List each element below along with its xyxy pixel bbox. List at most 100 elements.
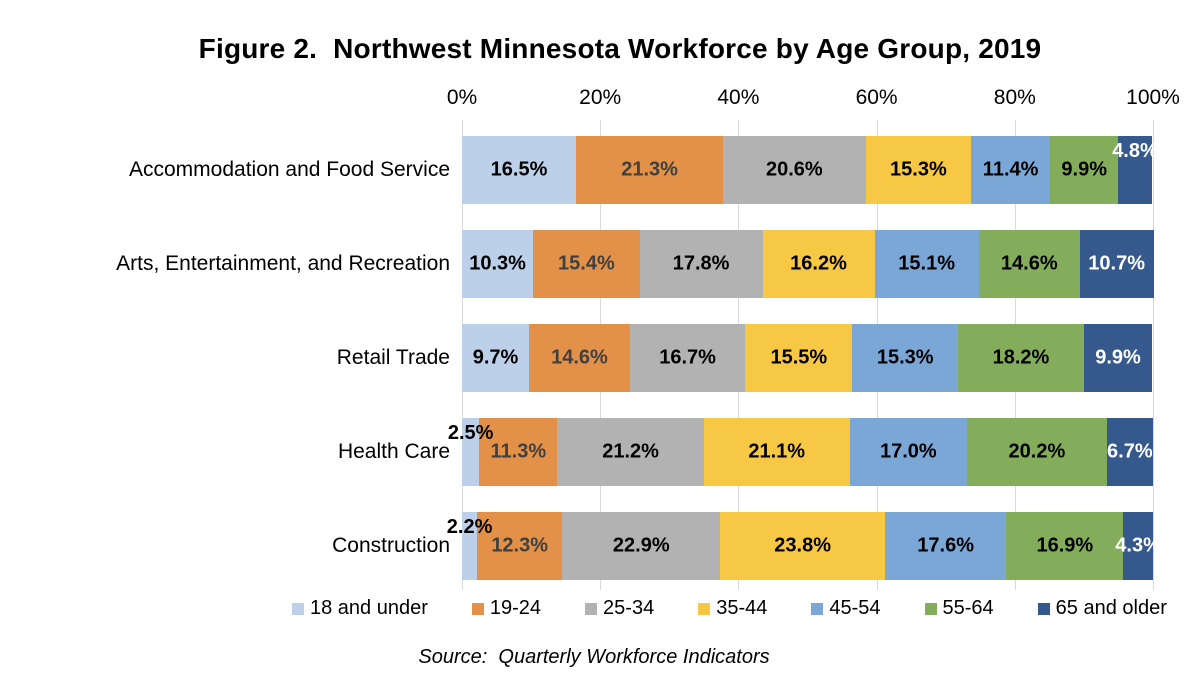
- legend-label: 25-34: [603, 597, 655, 619]
- bar-row: 16.5% 21.3% 20.6% 15.3% 11.4% 9.9% 4.8%: [462, 136, 1158, 204]
- data-label: 11.3%: [490, 440, 547, 463]
- bar-segment-18-and-under: 2.2%: [447, 512, 492, 580]
- data-label: 11.4%: [982, 158, 1039, 181]
- bar-segment-25-34: 16.7%: [629, 324, 746, 392]
- legend-item: 25-34: [585, 597, 654, 620]
- bar-segment-65-and-older: 10.7%: [1079, 230, 1154, 298]
- data-label: 17.8%: [672, 252, 730, 275]
- data-label: 12.3%: [491, 534, 549, 557]
- bar-row: 10.3% 15.4% 17.8% 16.2% 15.1% 14.6% 10.7%: [462, 230, 1154, 298]
- bar-row: 9.7% 14.6% 16.7% 15.5% 15.3% 18.2% 9.9%: [462, 324, 1153, 392]
- data-label: 14.6%: [1000, 252, 1058, 275]
- legend-item: 18 and under: [292, 597, 428, 620]
- data-label: 14.6%: [551, 346, 608, 369]
- bar-segment-19-24: 11.3%: [479, 418, 558, 486]
- data-label: 9.9%: [1095, 346, 1141, 369]
- category-label: Accommodation and Food Service: [129, 158, 450, 181]
- data-label: 16.5%: [490, 158, 548, 181]
- bar-segment-55-64: 18.2%: [958, 324, 1084, 392]
- bar-segment-25-34: 21.2%: [557, 418, 704, 486]
- bar-segment-65-and-older: 6.7%: [1106, 418, 1153, 486]
- bar-segment-25-34: 22.9%: [562, 512, 721, 580]
- bar-segment-65-and-older: 9.9%: [1083, 324, 1153, 392]
- data-label: 20.6%: [765, 158, 823, 181]
- data-label: 15.1%: [898, 252, 956, 275]
- data-label: 21.1%: [748, 440, 806, 463]
- category-label: Retail Trade: [336, 346, 450, 369]
- legend-swatch-icon: [292, 602, 304, 615]
- source-note: Source: Quarterly Workforce Indicators: [418, 646, 770, 668]
- legend-swatch-icon: [698, 602, 711, 615]
- bar-segment-25-34: 17.8%: [639, 230, 763, 298]
- legend-label: 19-24: [489, 597, 542, 619]
- data-label: 20.2%: [1008, 440, 1066, 463]
- bar-segment-18-and-under: 16.5%: [462, 136, 576, 204]
- legend-item: 35-44: [698, 597, 767, 620]
- data-label: 15.4%: [558, 252, 615, 275]
- data-label: 16.2%: [790, 252, 847, 275]
- plot-area: 16.5% 21.3% 20.6% 15.3% 11.4% 9.9% 4.8% 10.3% 15…: [447, 120, 1161, 590]
- legend-swatch-icon: [471, 602, 484, 615]
- bar-segment-55-64: 20.2%: [967, 418, 1107, 486]
- bar-segment-18-and-under: 10.3%: [462, 230, 534, 298]
- x-axis-tick-label: 100%: [1126, 86, 1180, 109]
- x-axis-tick-label: 80%: [993, 86, 1036, 109]
- bar-segment-35-44: 16.2%: [762, 230, 875, 298]
- bar-segment-55-64: 9.9%: [1050, 136, 1119, 204]
- legend-swatch-icon: [924, 602, 937, 615]
- bar-segment-19-24: 12.3%: [477, 512, 563, 580]
- bar-segment-45-54: 17.0%: [849, 418, 968, 486]
- category-label: Arts, Entertainment, and Recreation: [116, 252, 450, 275]
- bar-segment-45-54: 11.4%: [971, 136, 1050, 204]
- data-label: 10.3%: [469, 252, 526, 275]
- data-label: 2.2%: [446, 516, 493, 538]
- data-label: 6.7%: [1107, 440, 1153, 463]
- legend: 18 and under 19-24 25-34 35-44 45-54 55-64 65 …: [292, 597, 1167, 620]
- data-label: 18.2%: [992, 346, 1050, 369]
- x-axis-tick-label: 40%: [717, 86, 760, 109]
- bar-segment-25-34: 20.6%: [723, 136, 866, 204]
- legend-item: 55-64: [924, 597, 994, 620]
- bar-segment-35-44: 15.3%: [865, 136, 972, 204]
- bar-segment-35-44: 23.8%: [720, 512, 885, 580]
- x-axis-tick-label: 0%: [446, 86, 478, 109]
- category-label: Health Care: [337, 440, 450, 463]
- legend-swatch-icon: [585, 602, 598, 615]
- x-axis-tick-label: 60%: [855, 86, 898, 109]
- data-label: 9.9%: [1061, 158, 1107, 181]
- bar-segment-45-54: 15.1%: [874, 230, 979, 298]
- data-label: 16.9%: [1036, 534, 1094, 557]
- data-label: 21.2%: [602, 440, 659, 463]
- bar-segment-65-and-older: 4.3%: [1115, 512, 1161, 580]
- legend-swatch-icon: [1037, 602, 1050, 615]
- data-label: 17.6%: [917, 534, 975, 557]
- bar-segment-45-54: 17.6%: [884, 512, 1007, 580]
- data-label: 15.3%: [876, 346, 934, 369]
- legend-item: 45-54: [811, 597, 881, 620]
- data-label: 15.3%: [890, 158, 947, 181]
- data-label: 4.3%: [1115, 534, 1161, 557]
- bar-segment-19-24: 14.6%: [529, 324, 630, 392]
- x-axis-tick-label: 20%: [579, 86, 622, 109]
- bar-segment-55-64: 14.6%: [978, 230, 1080, 298]
- data-label: 22.9%: [612, 534, 670, 557]
- data-label: 10.7%: [1088, 252, 1146, 275]
- bar-segment-19-24: 21.3%: [576, 136, 724, 204]
- legend-label: 65 and older: [1055, 597, 1167, 619]
- chart-title: Figure 2. Northwest Minnesota Workforce …: [198, 33, 1042, 64]
- data-label: 9.7%: [472, 346, 519, 369]
- gridline: [1153, 120, 1154, 590]
- legend-label: 35-44: [716, 597, 768, 619]
- data-label: 15.5%: [770, 346, 828, 369]
- bar-row: 2.5% 11.3% 21.2% 21.1% 17.0% 20.2% 6.7%: [448, 418, 1153, 486]
- bar-segment-55-64: 16.9%: [1006, 512, 1124, 580]
- category-label: Construction: [332, 534, 450, 557]
- bar-segment-18-and-under: 2.5%: [448, 418, 493, 486]
- data-label: 16.7%: [659, 346, 716, 369]
- data-label: 17.0%: [880, 440, 937, 463]
- legend-label: 55-64: [942, 597, 994, 619]
- data-label: 21.3%: [621, 158, 678, 181]
- legend-item: 19-24: [471, 597, 542, 620]
- bar-segment-18-and-under: 9.7%: [462, 324, 530, 392]
